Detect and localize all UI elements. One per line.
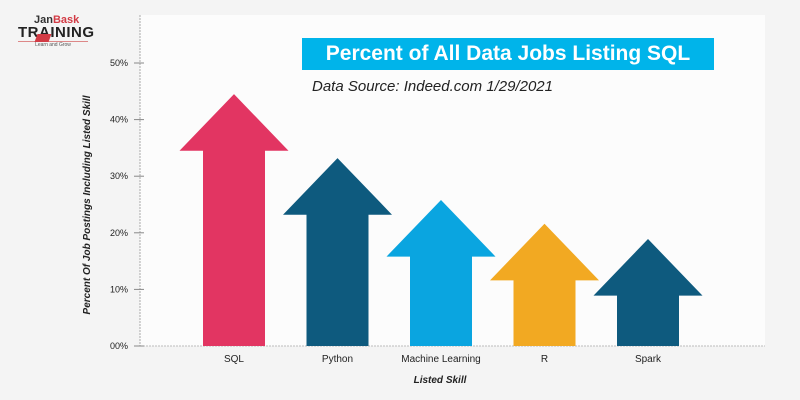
y-axis-label: Percent Of Job Postings Including Listed… [82,95,93,314]
logo: JanBask TRAINING Learn and Grow [18,14,94,48]
arrow-bar-machine-learning [386,199,496,346]
logo-brand-accent: Bask [52,14,80,26]
y-tick-label: 00% [110,341,128,351]
x-tick-label: Python [322,354,353,365]
y-tick-label: 10% [110,284,128,294]
y-tick-label: 50% [110,58,128,68]
x-tick-label: SQL [224,354,244,365]
arrow-bar-r [490,223,599,346]
arrow-bar-python [283,158,392,346]
logo-brand: Jan [34,14,53,26]
arrow-bar-sql [179,94,289,346]
arrow-bar-spark [593,239,703,346]
y-tick-label: 20% [110,228,128,238]
logo-tagline: Learn and Grow [18,41,88,48]
x-tick-label: Spark [635,354,662,365]
chart-subtitle: Data Source: Indeed.com 1/29/2021 [312,78,553,95]
chart-title: Percent of All Data Jobs Listing SQL [302,38,714,70]
y-tick-label: 30% [110,171,128,181]
y-tick-label: 40% [110,115,128,125]
x-tick-label: Machine Learning [401,354,481,365]
x-axis-label: Listed Skill [414,375,467,386]
x-tick-label: R [541,354,548,365]
